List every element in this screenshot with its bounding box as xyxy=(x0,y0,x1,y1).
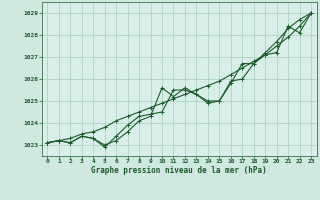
X-axis label: Graphe pression niveau de la mer (hPa): Graphe pression niveau de la mer (hPa) xyxy=(91,166,267,175)
